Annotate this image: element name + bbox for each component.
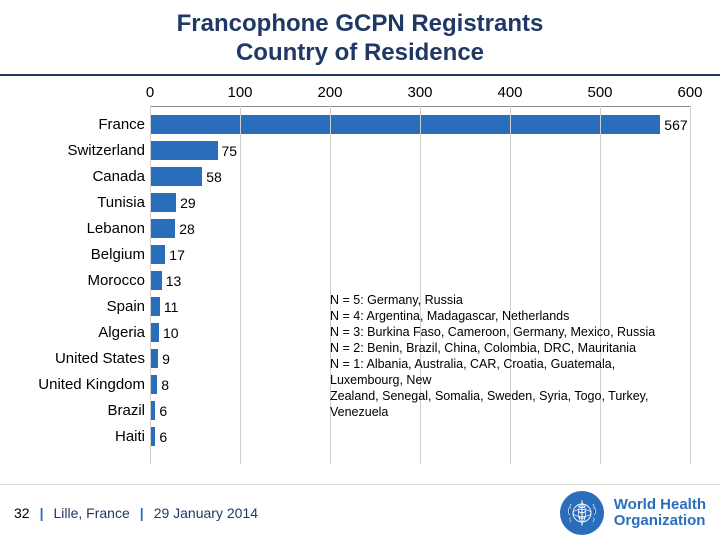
category-label: Morocco	[20, 272, 145, 289]
bar	[150, 349, 158, 368]
category-label: United Kingdom	[20, 376, 145, 393]
title-rule	[0, 74, 720, 76]
bar	[150, 141, 218, 160]
footer-date: 29 January 2014	[154, 505, 258, 521]
bar-value: 8	[161, 377, 169, 393]
bar	[150, 115, 660, 134]
who-logo-icon	[560, 491, 604, 535]
chart: 0100200300400500600 France567Switzerland…	[20, 84, 700, 464]
footer-left: 32 | Lille, France | 29 January 2014	[0, 505, 258, 521]
category-label: Brazil	[20, 402, 145, 419]
category-label: Algeria	[20, 324, 145, 341]
bar	[150, 323, 159, 342]
who-line2: Organization	[614, 513, 706, 529]
bar	[150, 193, 176, 212]
bar	[150, 297, 160, 316]
bar	[150, 219, 175, 238]
bar-value: 28	[179, 221, 195, 237]
category-label: Belgium	[20, 246, 145, 263]
bar-value: 58	[206, 169, 222, 185]
footer: 32 | Lille, France | 29 January 2014 W	[0, 484, 720, 540]
category-label: Haiti	[20, 428, 145, 445]
bar-value: 9	[162, 351, 170, 367]
bar-value: 11	[164, 299, 179, 315]
plot-area: France567Switzerland75Canada58Tunisia29L…	[150, 84, 690, 464]
title-line2: Country of Residence	[0, 39, 720, 68]
category-label: United States	[20, 350, 145, 367]
annotation-text: N = 5: Germany, Russia N = 4: Argentina,…	[330, 292, 690, 420]
bar-value: 13	[166, 273, 182, 289]
slide-number: 32	[14, 505, 30, 521]
footer-location: Lille, France	[54, 505, 130, 521]
bar	[150, 245, 165, 264]
bar	[150, 167, 202, 186]
category-label: Lebanon	[20, 220, 145, 237]
separator-icon: |	[140, 505, 144, 521]
chart-title: Francophone GCPN Registrants Country of …	[0, 0, 720, 68]
who-text: World Health Organization	[614, 497, 706, 529]
bar-value: 6	[159, 403, 167, 419]
bar-value: 75	[222, 143, 238, 159]
bar-value: 17	[169, 247, 185, 263]
separator-icon: |	[40, 505, 44, 521]
bar-value: 6	[159, 429, 167, 445]
category-label: Spain	[20, 298, 145, 315]
gridline	[690, 106, 691, 464]
bar-value: 10	[163, 325, 179, 341]
category-label: France	[20, 116, 145, 133]
category-label: Tunisia	[20, 194, 145, 211]
gridline	[240, 106, 241, 464]
title-line1: Francophone GCPN Registrants	[0, 10, 720, 39]
category-label: Switzerland	[20, 142, 145, 159]
bar	[150, 271, 162, 290]
footer-right: World Health Organization	[560, 491, 720, 535]
bar	[150, 375, 157, 394]
gridline	[150, 106, 151, 464]
who-line1: World Health	[614, 497, 706, 513]
category-label: Canada	[20, 168, 145, 185]
bar-value: 567	[664, 117, 687, 133]
bar-value: 29	[180, 195, 196, 211]
